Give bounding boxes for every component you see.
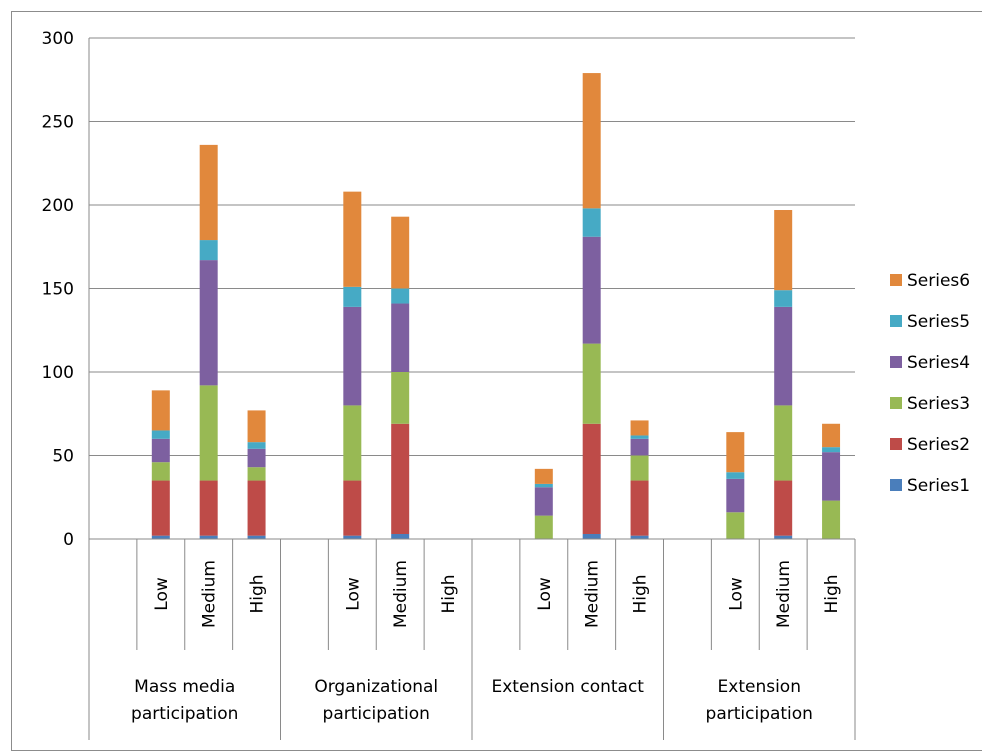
bar-series2-g1-low <box>151 480 170 536</box>
bar-series6-g3-high <box>630 420 649 436</box>
bar-series6-g4-high <box>822 423 841 448</box>
bar-series4-g1-low <box>151 438 170 463</box>
bar-series5-g3-high <box>630 435 649 439</box>
bar-series3-g4-high <box>822 500 841 539</box>
y-tick-label-100: 100 <box>42 363 74 383</box>
category-label-g1-medium: Medium <box>200 560 220 628</box>
legend-swatch-series4 <box>890 356 902 368</box>
bar-series6-g3-medium <box>582 73 601 209</box>
y-tick-label-50: 50 <box>52 447 74 467</box>
group-label-1: Mass media participation <box>131 677 238 724</box>
bar-series2-g2-low <box>343 480 362 536</box>
bar-series1-g2-low <box>343 535 362 539</box>
group-label-4: Extension participation <box>706 677 813 724</box>
bar-series1-g3-medium <box>582 533 601 539</box>
bar-series4-g1-medium <box>199 260 218 386</box>
bar-series4-g3-medium <box>582 236 601 344</box>
category-label-g2-low: Low <box>343 577 363 611</box>
bar-series3-g1-low <box>151 462 170 481</box>
bar-series2-g1-high <box>247 480 266 536</box>
y-tick-label-250: 250 <box>42 113 74 133</box>
bar-series3-g1-medium <box>199 385 218 481</box>
legend-label-series3: Series3 <box>907 394 970 414</box>
category-label-g1-low: Low <box>152 577 172 611</box>
bar-series2-g3-medium <box>582 423 601 534</box>
bar-series5-g3-medium <box>582 208 601 237</box>
bar-series6-g3-low <box>534 468 553 484</box>
bar-series6-g4-low <box>726 432 745 473</box>
bar-series2-g1-medium <box>199 480 218 536</box>
group-label-2: Organizational participation <box>314 677 438 724</box>
bar-series1-g1-medium <box>199 535 218 539</box>
bar-series1-g1-high <box>247 535 266 539</box>
legend-label-series1: Series1 <box>907 476 970 496</box>
bar-series4-g4-low <box>726 478 745 513</box>
bar-series3-g3-low <box>534 515 553 539</box>
bar-series6-g1-low <box>151 390 170 431</box>
category-label-g3-low: Low <box>535 577 555 611</box>
bar-series5-g3-low <box>534 483 553 488</box>
y-tick-label-0: 0 <box>63 530 74 550</box>
bar-series3-g3-medium <box>582 343 601 424</box>
bar-series5-g1-medium <box>199 240 218 261</box>
legend-swatch-series5 <box>890 315 902 327</box>
legend-label-series2: Series2 <box>907 435 970 455</box>
bar-series4-g4-medium <box>774 306 793 406</box>
y-tick-label-150: 150 <box>42 280 74 300</box>
bar-series1-g4-medium <box>774 535 793 539</box>
bar-series6-g2-low <box>343 191 362 287</box>
y-tick-label-200: 200 <box>42 196 74 216</box>
bar-series1-g1-low <box>151 535 170 539</box>
chart-frame <box>11 11 982 751</box>
y-tick-label-300: 300 <box>42 29 74 49</box>
bar-series1-g2-medium <box>391 533 410 539</box>
legend-label-series5: Series5 <box>907 312 970 332</box>
legend-swatch-series6 <box>890 274 902 286</box>
legend-swatch-series1 <box>890 479 902 491</box>
bar-series2-g3-high <box>630 480 649 536</box>
bar-series2-g2-medium <box>391 423 410 534</box>
category-label-g3-medium: Medium <box>583 560 603 628</box>
bar-series3-g3-high <box>630 455 649 481</box>
bar-series6-g4-medium <box>774 210 793 291</box>
category-label-g2-high: High <box>439 574 459 613</box>
bar-series4-g3-high <box>630 438 649 456</box>
bar-series4-g4-high <box>822 452 841 501</box>
bar-series4-g3-low <box>534 487 553 516</box>
bar-series5-g1-high <box>247 442 266 449</box>
bar-series4-g2-medium <box>391 303 410 372</box>
bar-series2-g4-medium <box>774 480 793 536</box>
category-label-g1-high: High <box>248 574 268 613</box>
bar-series5-g4-low <box>726 472 745 479</box>
bar-series5-g2-low <box>343 286 362 307</box>
bar-series5-g2-medium <box>391 288 410 304</box>
category-label-g3-high: High <box>631 574 651 613</box>
group-label-3: Extension contact <box>492 677 645 697</box>
bar-series5-g4-medium <box>774 290 793 307</box>
bar-series3-g2-medium <box>391 372 410 424</box>
bar-series5-g4-high <box>822 447 841 453</box>
bar-series3-g2-low <box>343 405 362 481</box>
bar-series6-g2-medium <box>391 216 410 289</box>
legend-label-series4: Series4 <box>907 353 970 373</box>
bar-series5-g1-low <box>151 430 170 439</box>
bar-series3-g4-medium <box>774 405 793 481</box>
category-label-g4-low: Low <box>726 577 746 611</box>
bar-series4-g2-low <box>343 306 362 406</box>
category-label-g4-medium: Medium <box>774 560 794 628</box>
bar-series3-g4-low <box>726 512 745 539</box>
category-label-g4-high: High <box>822 574 842 613</box>
category-label-g2-medium: Medium <box>391 560 411 628</box>
bar-series6-g1-medium <box>199 144 218 241</box>
bar-series6-g1-high <box>247 410 266 443</box>
bar-series1-g3-high <box>630 535 649 539</box>
bar-series3-g1-high <box>247 467 266 481</box>
legend-label-series6: Series6 <box>907 271 970 291</box>
legend-swatch-series2 <box>890 438 902 450</box>
legend-swatch-series3 <box>890 397 902 409</box>
bar-series4-g1-high <box>247 448 266 468</box>
